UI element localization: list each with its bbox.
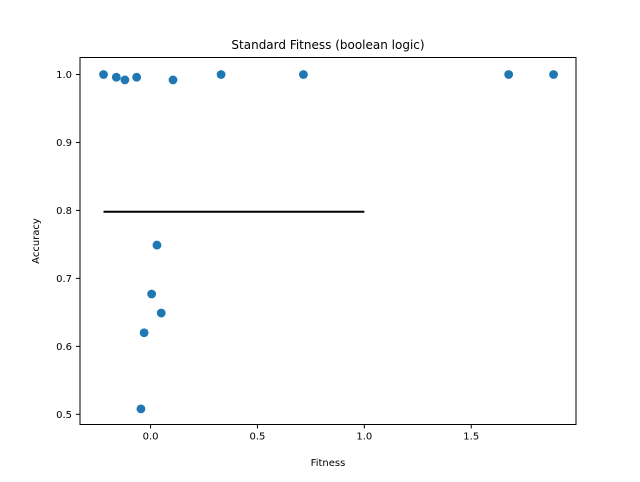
- data-point: [136, 404, 146, 414]
- x-tick-label: 1.5: [463, 432, 479, 443]
- y-tick-label: 0.6: [56, 342, 72, 353]
- plot-area: [99, 70, 558, 414]
- data-point: [147, 289, 157, 299]
- chart-title: Standard Fitness (boolean logic): [231, 38, 424, 52]
- x-axis: 0.0 0.5 1.0 1.5: [143, 424, 479, 443]
- data-point: [152, 240, 162, 250]
- data-point: [99, 70, 108, 79]
- data-point: [139, 328, 149, 338]
- data-point: [120, 75, 130, 85]
- data-point: [504, 70, 514, 79]
- y-tick-label: 0.8: [56, 206, 72, 217]
- x-tick-label: 0.0: [143, 432, 159, 443]
- y-tick-label: 0.5: [56, 410, 72, 421]
- x-tick-label: 0.5: [249, 432, 265, 443]
- y-axis-label: Accuracy: [31, 218, 42, 264]
- data-point: [216, 70, 226, 79]
- x-tick-label: 1.0: [356, 432, 372, 443]
- y-tick-label: 0.9: [56, 138, 72, 149]
- data-point: [168, 75, 178, 85]
- y-tick-label: 1.0: [56, 70, 72, 81]
- data-point: [156, 308, 166, 318]
- data-point: [111, 72, 121, 82]
- data-point: [132, 72, 142, 82]
- x-axis-label: Fitness: [311, 458, 346, 469]
- y-tick-label: 0.7: [56, 274, 72, 285]
- data-point: [299, 70, 308, 79]
- y-axis: 0.5 0.6 0.7 0.8 0.9 1.0: [56, 70, 80, 421]
- axes-frame: [79, 57, 577, 425]
- data-point: [549, 70, 558, 79]
